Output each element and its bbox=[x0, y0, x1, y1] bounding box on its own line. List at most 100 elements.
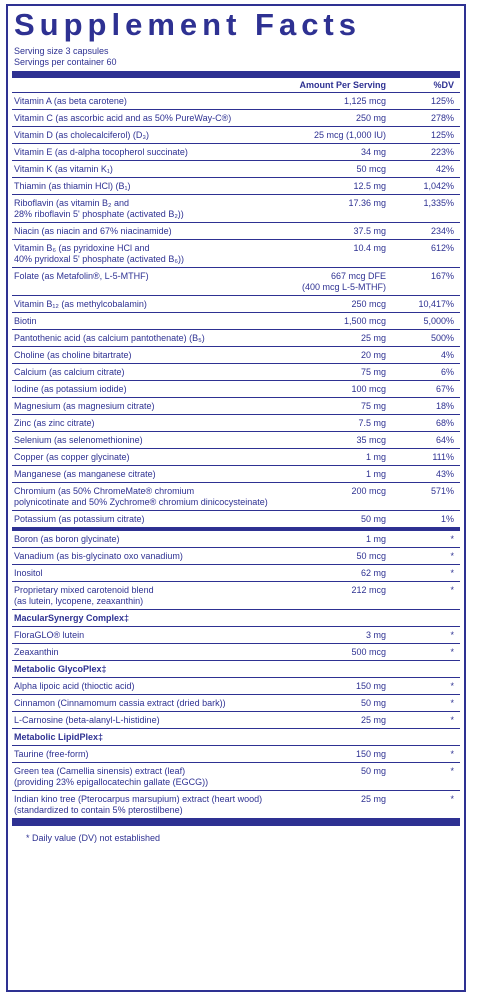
amount-line: 212 mcg bbox=[351, 585, 386, 595]
amount: 150 mg bbox=[274, 681, 392, 692]
amount-line: 500 mcg bbox=[351, 647, 386, 657]
amount-line: 667 mcg DFE bbox=[330, 271, 386, 281]
amount-line: 50 mg bbox=[360, 698, 386, 708]
amount: 62 mg bbox=[274, 568, 392, 579]
nutrient-name: Selenium (as selenomethionine) bbox=[14, 435, 274, 446]
daily-value: 125% bbox=[430, 96, 454, 106]
amount-line: 17.36 mg bbox=[348, 198, 386, 208]
amount: 25 mg bbox=[274, 333, 392, 344]
name-line: Zeaxanthin bbox=[14, 647, 59, 657]
nutrient-row: Boron (as boron glycinate) 1 mg * bbox=[12, 531, 460, 548]
name-line: Riboflavin (as vitamin B₂ and bbox=[14, 198, 130, 208]
nutrient-name: Folate (as Metafolin®, L-5-MTHF) bbox=[14, 271, 274, 293]
section-rule bbox=[12, 528, 460, 531]
name-line: Vitamin B₁₂ (as methylcobalamin) bbox=[14, 299, 147, 309]
nutrient-row: Cinnamon (Cinnamomum cassia extract (dri… bbox=[12, 695, 460, 712]
amount-line: 150 mg bbox=[355, 749, 386, 759]
nutrient-row: Potassium (as potassium citrate) 50 mg 1% bbox=[12, 511, 460, 528]
daily-value: 42% bbox=[435, 164, 454, 174]
daily-value: 64% bbox=[435, 435, 454, 445]
group-heading: Metabolic LipidPlex‡ bbox=[14, 732, 104, 742]
nutrient-name: Thiamin (as thiamin HCl) (B₁) bbox=[14, 181, 274, 192]
nutrient-name: Vitamin D (as cholecalciferol) (D₃) bbox=[14, 130, 274, 141]
daily-value: * bbox=[450, 551, 454, 561]
name-line: Folate (as Metafolin®, L-5-MTHF) bbox=[14, 271, 149, 281]
nutrient-name: Zeaxanthin bbox=[14, 647, 274, 658]
amount-line: 1 mg bbox=[365, 469, 386, 479]
amount-line: 34 mg bbox=[360, 147, 386, 157]
nutrient-row: Vitamin B₁₂ (as methylcobalamin) 250 mcg 1… bbox=[12, 296, 460, 313]
name-line: Green tea (Camellia sinensis) extract (l… bbox=[14, 766, 186, 776]
name-line: Biotin bbox=[14, 316, 37, 326]
daily-value: * bbox=[450, 647, 454, 657]
amount-line: 37.5 mg bbox=[353, 226, 386, 236]
serving-size: Serving size 3 capsules bbox=[14, 46, 109, 56]
nutrient-name: L-Carnosine (beta-alanyl-L-histidine) bbox=[14, 715, 274, 726]
amount-line: 25 mg bbox=[360, 794, 386, 804]
daily-value: 167% bbox=[430, 271, 454, 281]
group-heading-row: Metabolic LipidPlex‡ bbox=[12, 729, 460, 746]
amount: 1 mg bbox=[274, 452, 392, 463]
amount: 250 mg bbox=[274, 113, 392, 124]
daily-value: * bbox=[450, 698, 454, 708]
group-heading-row: MacularSynergy Complex‡ bbox=[12, 610, 460, 627]
amount-line: 150 mg bbox=[355, 681, 386, 691]
name-line: 28% riboflavin 5' phosphate (activated B… bbox=[14, 209, 184, 219]
column-header: Amount Per Serving %DV bbox=[12, 78, 460, 93]
amount: 500 mcg bbox=[274, 647, 392, 658]
nutrient-name: Magnesium (as magnesium citrate) bbox=[14, 401, 274, 412]
amount: 667 mcg DFE (400 mcg L-5-MTHF) bbox=[274, 271, 392, 293]
amount: 100 mcg bbox=[274, 384, 392, 395]
name-line: Cinnamon (Cinnamomum cassia extract (dri… bbox=[14, 698, 226, 708]
name-line: FloraGLO® lutein bbox=[14, 630, 85, 640]
nutrient-row: Calcium (as calcium citrate) 75 mg 6% bbox=[12, 364, 460, 381]
nutrient-name: Choline (as choline bitartrate) bbox=[14, 350, 274, 361]
amount-line: 250 mg bbox=[355, 113, 386, 123]
amount: 17.36 mg bbox=[274, 198, 392, 220]
amount-line: 7.5 mg bbox=[358, 418, 386, 428]
amount: 150 mg bbox=[274, 749, 392, 760]
name-line: Vanadium (as bis-glycinato oxo vanadium) bbox=[14, 551, 183, 561]
amount-line: 50 mcg bbox=[356, 164, 386, 174]
amount-line: 250 mcg bbox=[351, 299, 386, 309]
nutrient-name: Green tea (Camellia sinensis) extract (l… bbox=[14, 766, 274, 788]
nutrient-row: Zinc (as zinc citrate) 7.5 mg 68% bbox=[12, 415, 460, 432]
supplement-facts-panel: Supplement Facts Serving size 3 capsules… bbox=[6, 4, 466, 992]
nutrient-name: Alpha lipoic acid (thioctic acid) bbox=[14, 681, 274, 692]
name-line: Vitamin D (as cholecalciferol) (D₃) bbox=[14, 130, 150, 140]
amount: 75 mg bbox=[274, 367, 392, 378]
amount: 25 mg bbox=[274, 794, 392, 816]
daily-value: * bbox=[450, 749, 454, 759]
amount: 50 mg bbox=[274, 766, 392, 788]
amount-line: 20 mg bbox=[360, 350, 386, 360]
nutrient-name: Manganese (as manganese citrate) bbox=[14, 469, 274, 480]
name-line: Proprietary mixed carotenoid blend bbox=[14, 585, 154, 595]
name-line: Manganese (as manganese citrate) bbox=[14, 469, 156, 479]
title: Supplement Facts bbox=[14, 7, 361, 42]
daily-value: 1,335% bbox=[423, 198, 454, 208]
name-line: Selenium (as selenomethionine) bbox=[14, 435, 143, 445]
nutrient-row: Chromium (as 50% ChromeMate® chromium pol… bbox=[12, 483, 460, 511]
amount-line: 25 mcg (1,000 IU) bbox=[313, 130, 386, 140]
nutrient-row: Vitamin C (as ascorbic acid and as 50% P… bbox=[12, 110, 460, 127]
amount: 1 mg bbox=[274, 534, 392, 545]
nutrient-name: Pantothenic acid (as calcium pantothenat… bbox=[14, 333, 274, 344]
nutrient-row: Iodine (as potassium iodide) 100 mcg 67% bbox=[12, 381, 460, 398]
nutrient-name: Vanadium (as bis-glycinato oxo vanadium) bbox=[14, 551, 274, 562]
nutrient-name: Vitamin A (as beta carotene) bbox=[14, 96, 274, 107]
name-line: Potassium (as potassium citrate) bbox=[14, 514, 145, 524]
amount-line: 1 mg bbox=[365, 452, 386, 462]
amount: 10.4 mg bbox=[274, 243, 392, 265]
amount: 50 mg bbox=[274, 514, 392, 525]
name-line: 40% pyridoxal 5' phosphate (activated B₆… bbox=[14, 254, 184, 264]
nutrient-row: FloraGLO® lutein 3 mg * bbox=[12, 627, 460, 644]
nutrient-row: Magnesium (as magnesium citrate) 75 mg 18% bbox=[12, 398, 460, 415]
amount-line: 50 mg bbox=[360, 514, 386, 524]
amount-line: 50 mcg bbox=[356, 551, 386, 561]
name-line: Taurine (free-form) bbox=[14, 749, 89, 759]
name-line: Thiamin (as thiamin HCl) (B₁) bbox=[14, 181, 131, 191]
daily-value: 1,042% bbox=[423, 181, 454, 191]
nutrient-row: Vitamin E (as d-alpha tocopherol succina… bbox=[12, 144, 460, 161]
amount-line: 10.4 mg bbox=[353, 243, 386, 253]
daily-value: * bbox=[450, 681, 454, 691]
